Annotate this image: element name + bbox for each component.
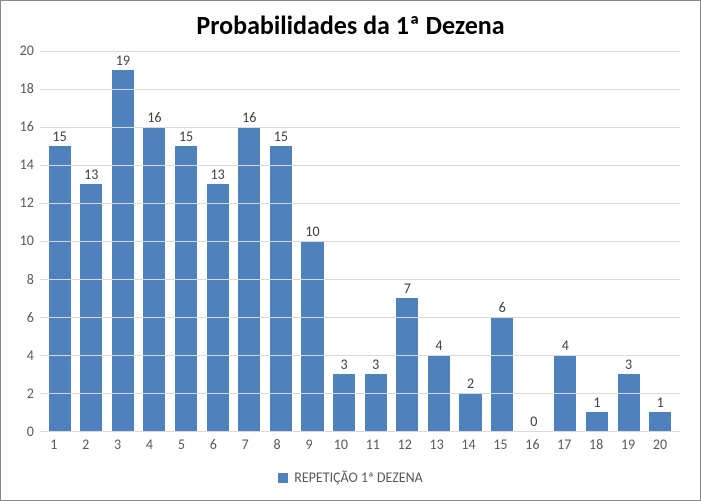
x-tick: 10	[325, 436, 357, 453]
x-tick: 19	[612, 436, 644, 453]
gridline	[40, 51, 680, 52]
bar-value-label: 15	[179, 130, 193, 144]
x-tick: 17	[548, 436, 580, 453]
gridline	[40, 165, 680, 166]
x-tick: 9	[293, 436, 325, 453]
bar-value-label: 13	[211, 168, 225, 182]
gridline	[40, 431, 680, 432]
bar-value-label: 15	[274, 130, 288, 144]
legend: REPETIÇÃO 1ª DEZENA	[1, 453, 700, 500]
gridline	[40, 393, 680, 394]
bar-value-label: 16	[147, 111, 161, 125]
bar-value-label: 1	[657, 396, 664, 410]
bar	[112, 70, 134, 431]
x-tick: 5	[165, 436, 197, 453]
bar	[270, 146, 292, 431]
bar-value-label: 15	[53, 130, 67, 144]
plot-wrap: 20181614121086420 1513191615131615103374…	[1, 41, 700, 432]
bar	[649, 412, 671, 431]
x-tick: 13	[421, 436, 453, 453]
x-tick: 1	[38, 436, 70, 453]
x-tick: 2	[70, 436, 102, 453]
bar	[301, 241, 323, 431]
bar-value-label: 3	[625, 358, 632, 372]
bar-value-label: 6	[499, 301, 506, 315]
bar-value-label: 10	[305, 225, 319, 239]
bar-value-label: 7	[404, 282, 411, 296]
bar-value-label: 4	[435, 339, 442, 353]
gridline	[40, 241, 680, 242]
x-tick: 4	[134, 436, 166, 453]
bar	[586, 412, 608, 431]
bar-value-label: 4	[562, 339, 569, 353]
x-axis-spacer	[11, 436, 34, 453]
gridline	[40, 127, 680, 128]
bar-value-label: 13	[84, 168, 98, 182]
bar-value-label: 3	[341, 358, 348, 372]
bar-value-label: 0	[530, 415, 537, 429]
plot-area: 15131916151316151033742604131	[40, 51, 680, 432]
bar-value-label: 1	[593, 396, 600, 410]
chart-container: Probabilidades da 1ª Dezena 201816141210…	[0, 0, 701, 501]
gridline	[40, 355, 680, 356]
gridline	[40, 317, 680, 318]
gridline	[40, 203, 680, 204]
bar-value-label: 3	[372, 358, 379, 372]
bar-value-label: 16	[242, 111, 256, 125]
gridline	[40, 89, 680, 90]
x-tick: 20	[644, 436, 676, 453]
legend-label: REPETIÇÃO 1ª DEZENA	[294, 469, 423, 486]
x-tick: 18	[580, 436, 612, 453]
y-axis: 20181614121086420	[11, 51, 40, 432]
bar	[49, 146, 71, 431]
bar	[333, 374, 355, 431]
bar	[365, 374, 387, 431]
x-ticks: 1234567891011121314151617181920	[34, 436, 680, 453]
bar	[618, 374, 640, 431]
bar	[175, 146, 197, 431]
bar	[459, 393, 481, 431]
legend-swatch	[278, 473, 288, 483]
x-tick: 15	[484, 436, 516, 453]
x-tick: 12	[389, 436, 421, 453]
gridline	[40, 279, 680, 280]
chart-title: Probabilidades da 1ª Dezena	[1, 1, 700, 41]
x-tick: 3	[102, 436, 134, 453]
bar	[491, 317, 513, 431]
x-tick: 8	[261, 436, 293, 453]
bar-value-label: 19	[116, 54, 130, 68]
x-tick: 14	[453, 436, 485, 453]
x-tick: 7	[229, 436, 261, 453]
x-tick: 6	[197, 436, 229, 453]
x-axis: 1234567891011121314151617181920	[1, 432, 700, 453]
x-tick: 11	[357, 436, 389, 453]
bar-value-label: 2	[467, 377, 474, 391]
x-tick: 16	[516, 436, 548, 453]
